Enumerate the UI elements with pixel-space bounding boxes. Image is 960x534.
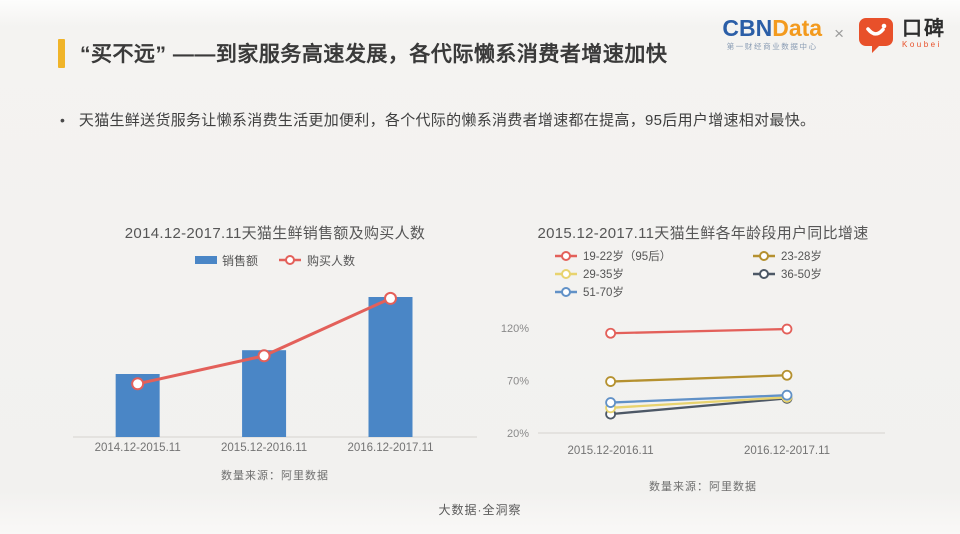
svg-text:2015.12-2016.11: 2015.12-2016.11 xyxy=(221,442,307,454)
cbndata-wordmark: CBNData xyxy=(722,17,822,40)
legend-item: 36-50岁 xyxy=(752,266,822,282)
legend-item: 29-35岁 xyxy=(554,266,712,282)
koubei-latin: Koubei xyxy=(902,40,942,49)
cbndata-logo: CBNData 第一财经商业数据中心 xyxy=(722,17,822,51)
cbndata-subtitle: 第一财经商业数据中心 xyxy=(726,42,818,52)
sales-chart-legend: 销售额 购买人数 xyxy=(194,252,355,269)
legend-item: 23-28岁 xyxy=(752,248,822,264)
svg-text:2016.12-2017.11: 2016.12-2017.11 xyxy=(347,442,433,454)
svg-text:70%: 70% xyxy=(507,376,529,388)
growth-chart-source: 数量来源：阿里数据 xyxy=(649,481,757,493)
sales-chart-svg: 2014.12-2015.11 2015.12-2016.11 2016.12-20… xyxy=(73,291,477,454)
logo-row: CBNData 第一财经商业数据中心 × 口碑 Koubei xyxy=(722,14,946,54)
legend-item: 销售额 xyxy=(194,252,258,269)
growth-chart-title: 2015.12-2017.11天猫生鲜各年龄段用户同比增速 xyxy=(537,225,869,242)
bullet-text: 天猫生鲜送货服务让懒系消费生活更加便利，各个代际的懒系消费者增速都在提高，95后… xyxy=(78,112,816,129)
sales-chart-panel: 2014.12-2017.11天猫生鲜销售额及购买人数 销售额 购买人数 2014… xyxy=(60,222,490,483)
footer-note: 大数据·全洞察 xyxy=(438,503,522,517)
koubei-name: 口碑 xyxy=(902,18,946,40)
growth-chart-legend: 19-22岁（95后） 23-28岁 29-35岁 36-50岁 51-70岁 xyxy=(554,248,822,300)
koubei-logo: 口碑 Koubei xyxy=(856,14,946,54)
logo-separator: × xyxy=(834,24,844,43)
bullet-marker: • xyxy=(60,112,65,128)
legend-item: 19-22岁（95后） xyxy=(554,248,712,264)
sales-chart-title: 2014.12-2017.11天猫生鲜销售额及购买人数 xyxy=(124,225,426,242)
headline: “买不远” ——到家服务高速发展，各代际懒系消费者增速加快 xyxy=(58,38,667,68)
svg-text:20%: 20% xyxy=(507,428,529,440)
bullet-row: • 天猫生鲜送货服务让懒系消费生活更加便利，各个代际的懒系消费者增速都在提高，9… xyxy=(60,110,910,131)
sales-chart-source: 数量来源：阿里数据 xyxy=(221,470,329,482)
accent-bar xyxy=(58,38,65,68)
svg-text:2014.12-2015.11: 2014.12-2015.11 xyxy=(95,442,181,454)
cbn-text: CBN xyxy=(722,15,773,42)
svg-text:2015.12-2016.11: 2015.12-2016.11 xyxy=(568,445,654,457)
growth-chart-panel: 2015.12-2017.11天猫生鲜各年龄段用户同比增速 19-22岁（95后… xyxy=(488,222,918,494)
growth-chart-svg: 120% 70% 20% 2015.12-2016.11 2016.12-2017.11 xyxy=(501,323,885,457)
page-title: “买不远” ——到家服务高速发展，各代际懒系消费者增速加快 xyxy=(80,43,668,66)
legend-item: 51-70岁 xyxy=(554,284,712,300)
data-text: Data xyxy=(772,15,823,42)
svg-text:120%: 120% xyxy=(501,323,529,335)
legend-item: 购买人数 xyxy=(278,252,355,269)
svg-text:2016.12-2017.11: 2016.12-2017.11 xyxy=(744,445,830,457)
koubei-smile-icon xyxy=(859,18,893,53)
